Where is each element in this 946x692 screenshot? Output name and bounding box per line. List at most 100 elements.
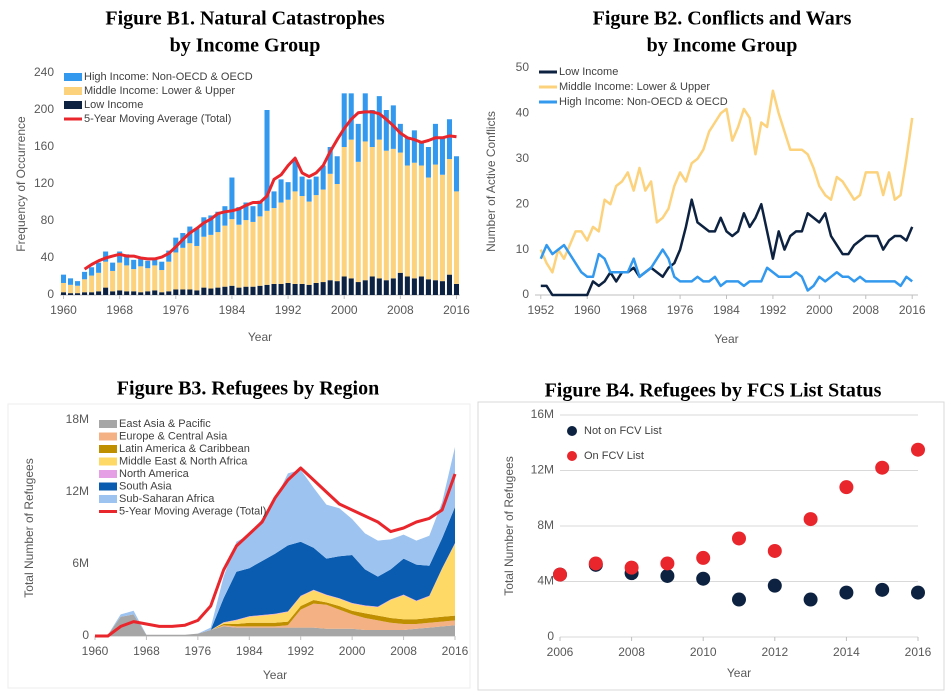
bar-segment xyxy=(418,165,424,277)
bar-segment xyxy=(75,293,81,295)
x-tick-label: 1984 xyxy=(236,644,263,658)
chart-title: Figure B1. Natural Catastrophes xyxy=(105,8,384,30)
bar-segment xyxy=(425,147,431,178)
y-tick-label: 40 xyxy=(41,250,55,264)
scatter-point xyxy=(588,556,603,571)
bar-segment xyxy=(397,123,403,153)
bar-segment xyxy=(60,282,67,293)
legend-label: Middle East & North Africa xyxy=(119,455,248,467)
area-layer xyxy=(95,603,455,636)
bar-segment xyxy=(257,216,263,286)
bar-segment xyxy=(376,96,382,140)
bar-segment xyxy=(110,291,116,295)
chart-title: Figure B3. Refugees by Region xyxy=(117,378,379,400)
y-tick-label: 40 xyxy=(516,106,530,120)
bar-segment xyxy=(60,292,67,295)
y-tick-label: 6M xyxy=(72,556,89,570)
bar-segment xyxy=(446,274,452,295)
bar-segment xyxy=(453,191,460,284)
y-tick-label: 12M xyxy=(66,484,89,498)
bar-segment xyxy=(390,278,396,295)
bar-segment xyxy=(194,228,200,246)
x-tick-label: 2008 xyxy=(390,644,417,658)
bar-segment xyxy=(418,276,424,295)
y-tick-label: 200 xyxy=(34,102,54,116)
bar-segment xyxy=(285,282,291,295)
chart-frame xyxy=(7,403,471,689)
bar-segment xyxy=(96,291,102,295)
bar-segment xyxy=(229,177,235,220)
legend-swatch xyxy=(567,426,577,436)
bar-segment xyxy=(341,276,347,295)
bar-segment xyxy=(313,282,319,295)
bar-segment xyxy=(320,189,326,283)
x-tick-label: 2008 xyxy=(387,303,414,317)
legend-swatch xyxy=(99,482,117,491)
bar-segment xyxy=(201,236,207,288)
y-tick-label: 30 xyxy=(516,151,530,165)
x-tick-label: 1992 xyxy=(287,644,314,658)
bar-segment xyxy=(75,285,81,294)
bar-segment xyxy=(334,156,340,184)
bar-segment xyxy=(257,200,263,217)
bar-segment xyxy=(376,139,382,279)
legend-label: 5-Year Moving Average (Total) xyxy=(84,113,231,125)
y-tick-label: 120 xyxy=(34,176,54,190)
scatter-point xyxy=(732,592,746,607)
x-axis-title: Year xyxy=(727,666,751,680)
bar-segment xyxy=(60,274,67,283)
y-tick-label: 0 xyxy=(82,628,89,642)
x-tick-label: 2012 xyxy=(761,645,788,659)
area-layer xyxy=(95,543,455,636)
scatter-point xyxy=(660,568,675,583)
series-line xyxy=(83,110,457,271)
y-tick-label: 160 xyxy=(34,139,54,153)
bar-segment xyxy=(404,137,410,166)
x-tick-label: 1976 xyxy=(667,303,694,317)
bar-segment xyxy=(369,276,375,295)
scatter-point xyxy=(696,550,711,565)
bar-segment xyxy=(369,147,375,277)
x-tick-label: 2016 xyxy=(899,303,926,317)
legend-label: Europe & Central Asia xyxy=(119,430,228,442)
bar-segment xyxy=(159,261,165,271)
bar-segment xyxy=(383,150,389,281)
chart-title: by Income Group xyxy=(170,35,321,57)
scatter-point xyxy=(875,460,890,475)
bar-segment xyxy=(327,280,333,295)
bar-segment xyxy=(236,207,242,225)
legend-swatch xyxy=(99,470,117,478)
bar-segment xyxy=(243,286,249,295)
bar-segment xyxy=(264,284,270,295)
bar-segment xyxy=(89,275,95,293)
bar-segment xyxy=(145,291,151,295)
bar-segment xyxy=(131,291,137,295)
bar-segment xyxy=(313,176,319,196)
bar-segment xyxy=(327,147,333,174)
scatter-point xyxy=(911,585,925,600)
bar-segment xyxy=(117,251,123,263)
bar-segment xyxy=(383,280,389,295)
bar-segment xyxy=(138,292,144,295)
bar-segment xyxy=(236,287,242,295)
bar-segment xyxy=(215,232,221,288)
bar-segment xyxy=(306,179,312,202)
bar-segment xyxy=(271,191,277,209)
bar-segment xyxy=(187,289,193,295)
bar-segment xyxy=(124,254,130,266)
bar-segment xyxy=(110,270,116,292)
bar-segment xyxy=(446,119,452,160)
x-tick-label: 1984 xyxy=(219,303,246,317)
x-tick-label: 1952 xyxy=(527,303,554,317)
x-tick-label: 2008 xyxy=(618,645,645,659)
bar-segment xyxy=(173,252,179,290)
bar-segment xyxy=(341,93,347,147)
bar-segment xyxy=(439,174,445,282)
x-tick-label: 2008 xyxy=(852,303,879,317)
bar-segment xyxy=(432,280,438,295)
bar-segment xyxy=(110,262,116,271)
bar-segment xyxy=(292,191,298,284)
bar-segment xyxy=(138,258,144,267)
bar-segment xyxy=(425,177,431,280)
chart-title: Figure B4. Refugees by FCS List Status xyxy=(545,380,882,402)
